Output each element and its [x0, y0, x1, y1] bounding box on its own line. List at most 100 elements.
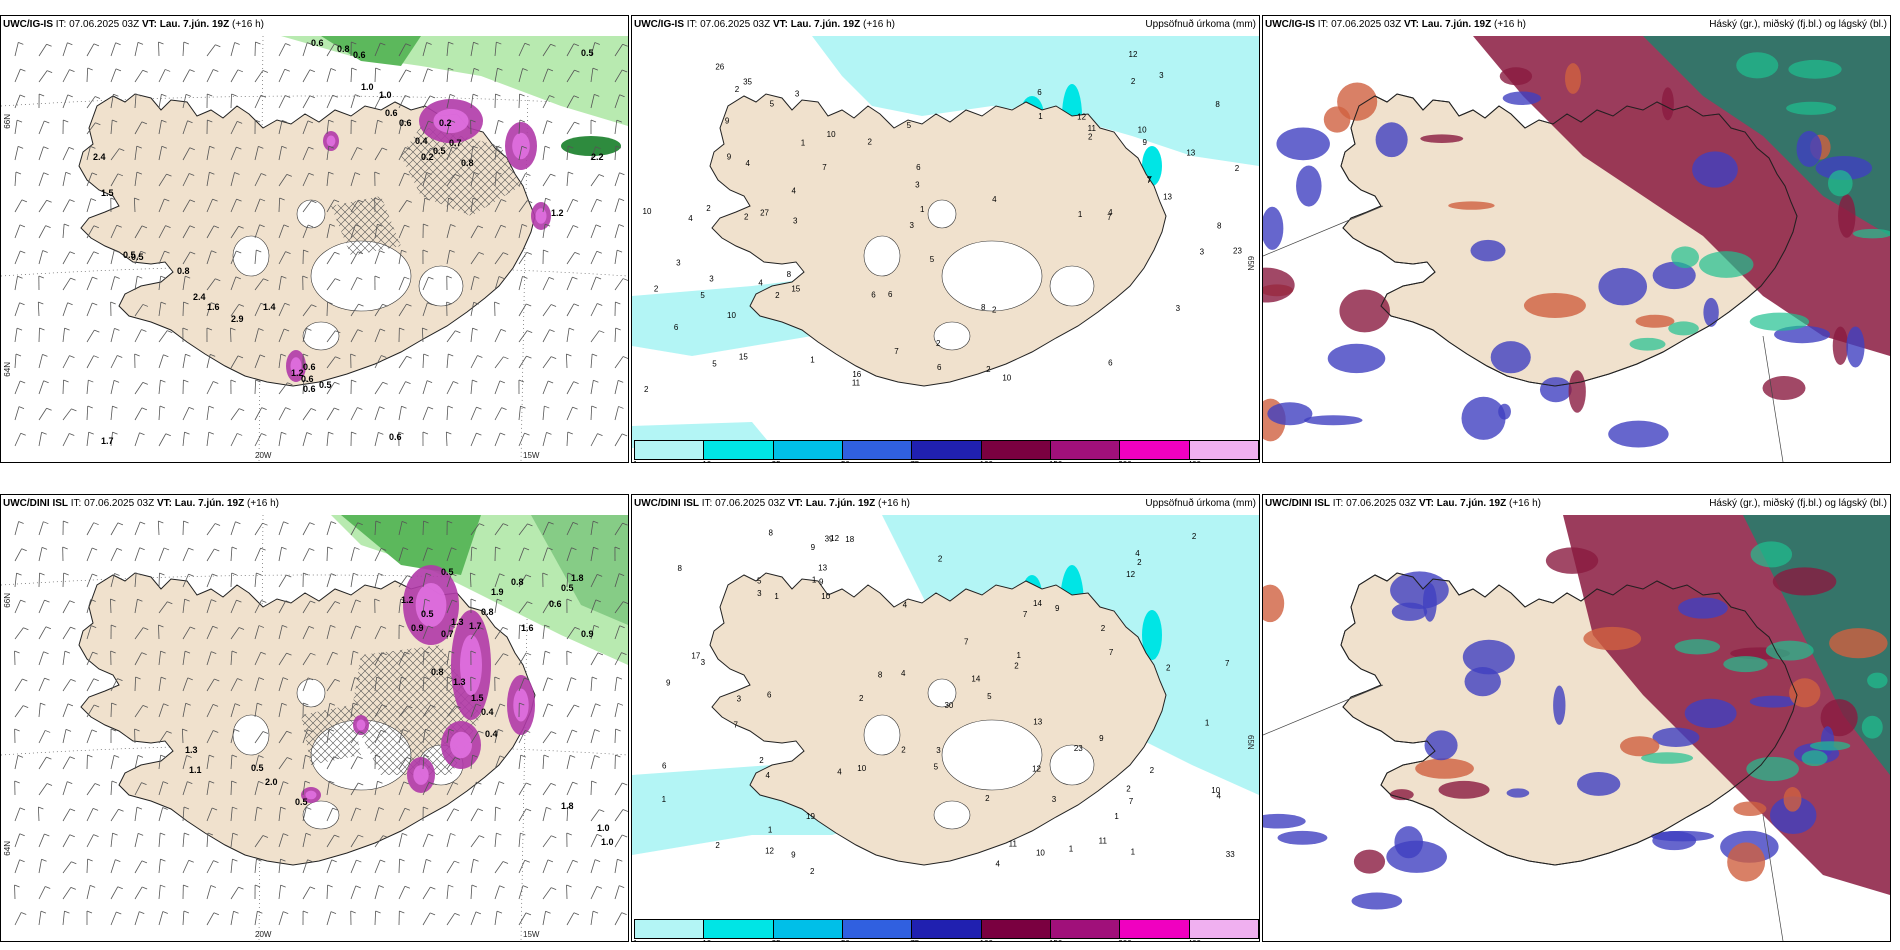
value-label: 2.0 — [265, 777, 278, 787]
axis-label: 64N — [3, 362, 12, 377]
value-label: 1.8 — [571, 573, 584, 583]
valid-time: Lau. 7.jún. 19Z — [805, 498, 876, 509]
value-label: 12 — [765, 847, 774, 856]
legend-swatch: 25 — [772, 441, 843, 462]
value-label: 13 — [1186, 149, 1195, 158]
value-label: 10 — [857, 764, 866, 773]
value-label: 9 — [725, 117, 730, 126]
iceland-outline — [709, 572, 1167, 866]
value-label: 0.9 — [411, 623, 424, 633]
value-label: 6 — [767, 690, 772, 699]
cloud-cover — [1263, 36, 1890, 448]
value-label: 15 — [739, 352, 748, 361]
field-title: Háský (gr.), miðský (fj.bl.) og lágský (… — [1709, 498, 1887, 509]
axis-label: 20W — [255, 930, 272, 939]
coastline — [1340, 572, 1798, 866]
value-label: 7 — [1147, 175, 1152, 184]
valid-time: Lau. 7.jún. 19Z — [174, 498, 245, 509]
axis-label: 20W — [255, 451, 272, 460]
value-label: 0.6 — [389, 432, 402, 442]
value-label: 2 — [644, 385, 649, 394]
value-label: 0.9 — [581, 629, 594, 639]
value-label: 1.2 — [401, 595, 414, 605]
value-label: 0.4 — [485, 729, 498, 739]
field-title: Háský (gr.), miðský (fj.bl.) og lágský (… — [1709, 19, 1887, 30]
glaciers — [863, 678, 1095, 830]
axis-label: 64N — [3, 841, 12, 856]
value-label: 3 — [701, 658, 706, 667]
value-label: 19 — [806, 812, 815, 821]
legend-swatch: 75 — [910, 920, 982, 941]
value-label: 0.6 — [301, 374, 314, 384]
lead-time: (+16 h) — [863, 19, 895, 30]
value-label: 2 — [986, 365, 991, 374]
value-label: 1 — [774, 592, 779, 601]
value-label: 2 — [1166, 664, 1171, 673]
legend-swatch: 400 — [1188, 920, 1258, 941]
value-label: 2 — [744, 212, 749, 221]
value-label: 6 — [662, 761, 667, 770]
value-label: 2 — [859, 694, 864, 703]
value-label: 5 — [907, 121, 912, 130]
value-label: 3 — [1200, 247, 1205, 256]
value-label: 6 — [937, 363, 942, 372]
value-label: 1.3 — [451, 617, 464, 627]
value-label: 3 — [709, 275, 714, 284]
value-label: 9 — [819, 577, 824, 586]
value-label: 2 — [735, 85, 740, 94]
value-label: 8 — [677, 564, 682, 573]
value-label: 0.5 — [433, 146, 446, 156]
axis-label: 15W — [523, 930, 540, 939]
value-label: 4 — [792, 186, 797, 195]
value-label: 7 — [1107, 213, 1112, 222]
value-label: 1 — [801, 139, 806, 148]
lead-time: (+16 h) — [1509, 498, 1541, 509]
value-label: 2.9 — [231, 314, 244, 324]
value-label: 2.2 — [591, 152, 604, 162]
value-label: 1.7 — [469, 621, 482, 631]
value-label: 4 — [992, 195, 997, 204]
map-canvas: 4117331272171069982431212129923919183913… — [632, 515, 1259, 876]
legend-label: 10 — [702, 939, 711, 941]
valid-label: VT: — [772, 19, 788, 30]
legend-swatch: 10 — [702, 920, 774, 941]
model-name: UWC/IG-IS — [1265, 19, 1315, 30]
value-label: 4 — [903, 601, 908, 610]
value-label: 5 — [987, 692, 992, 701]
value-label: 7 — [733, 720, 738, 729]
value-label: 2 — [1131, 77, 1136, 86]
value-label: 2 — [1192, 532, 1197, 541]
value-label: 0.5 — [251, 763, 264, 773]
value-label: 4 — [1216, 792, 1221, 801]
init-time: IT: 07.06.2025 03Z — [686, 19, 771, 30]
value-label: 1.2 — [551, 208, 564, 218]
value-label: 2 — [1088, 132, 1093, 141]
value-label: 2 — [936, 339, 941, 348]
value-label: 2.4 — [93, 152, 106, 162]
value-label: 7 — [1129, 797, 1134, 806]
value-label: 5 — [757, 576, 762, 585]
valid-time: Lau. 7.jún. 19Z — [1421, 19, 1492, 30]
value-label: 2 — [992, 306, 997, 315]
value-label: 8 — [769, 528, 774, 537]
value-label: 0.8 — [337, 44, 350, 54]
value-label: 0.4 — [481, 707, 494, 717]
value-label: 1.0 — [379, 90, 392, 100]
panel-dini-cloud: UWC/DINI ISL IT: 07.06.2025 03Z VT: Lau.… — [1262, 494, 1891, 942]
value-label: 0.4 — [415, 136, 428, 146]
graticule — [1263, 205, 1784, 462]
precip-shading — [281, 36, 628, 156]
legend-swatch: 100 — [980, 920, 1051, 941]
value-label: 8 — [878, 671, 883, 680]
value-label: 13 — [1033, 718, 1042, 727]
value-label: 18 — [845, 535, 854, 544]
value-label: 0.5 — [123, 250, 136, 260]
value-label: 0.8 — [511, 577, 524, 587]
value-label: 23 — [1074, 744, 1083, 753]
value-label: 0.6 — [385, 108, 398, 118]
map-canvas — [1263, 36, 1890, 462]
value-label: 1.0 — [361, 82, 374, 92]
value-label: 8 — [787, 270, 792, 279]
value-label: 0.8 — [461, 158, 474, 168]
legend-swatch: 150 — [1049, 920, 1121, 941]
